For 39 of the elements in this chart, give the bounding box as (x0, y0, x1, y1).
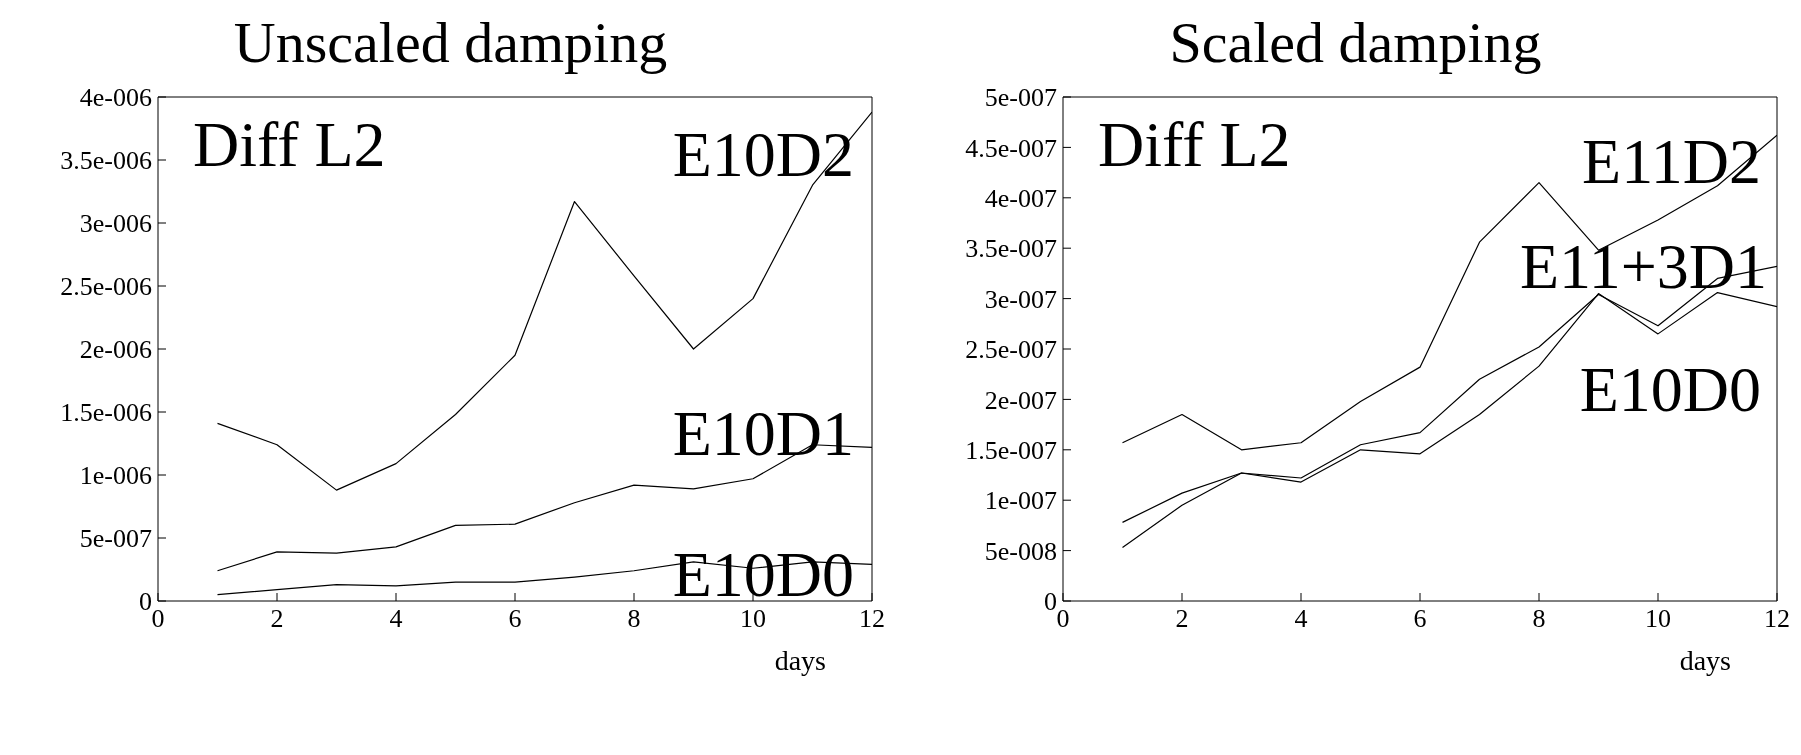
y-tick-label: 3e-006 (79, 209, 152, 239)
x-tick-label: 2 (270, 604, 284, 634)
series-label: E11+3D1 (1519, 231, 1767, 303)
x-tick-label: 6 (508, 604, 522, 634)
x-tick-label: 2 (1175, 604, 1189, 634)
series-label: E10D0 (1579, 353, 1761, 425)
x-tick-label: 10 (740, 604, 766, 634)
x-tick-label: 12 (1764, 604, 1790, 634)
y-tick-label: 3.5e-006 (60, 146, 152, 176)
x-tick-label: 4 (1294, 604, 1308, 634)
y-tick-label: 5e-007 (79, 524, 152, 554)
y-tick-label: 5e-007 (984, 83, 1057, 113)
x-tick-label: 12 (859, 604, 885, 634)
y-tick-label: 2.5e-006 (60, 272, 152, 302)
x-axis-title: days (774, 645, 826, 676)
x-tick-label: 6 (1413, 604, 1427, 634)
y-tick-label: 3e-007 (984, 284, 1057, 314)
y-tick-label: 1.5e-006 (60, 398, 152, 428)
y-tick-label: 2.5e-007 (965, 335, 1057, 365)
annotation: Diff L2 (193, 108, 386, 182)
y-tick-label: 2e-007 (984, 385, 1057, 415)
series-label: E10D1 (672, 398, 854, 470)
x-tick-label: 8 (627, 604, 641, 634)
annotation: Diff L2 (1098, 108, 1291, 182)
y-tick-label: 5e-008 (984, 536, 1057, 566)
chart-title: Unscaled damping (233, 10, 668, 75)
x-tick-label: 8 (1532, 604, 1546, 634)
x-axis-title: days (1679, 645, 1731, 676)
x-tick-label: 10 (1645, 604, 1671, 634)
chart-title: Scaled damping (1169, 10, 1542, 75)
x-tick-label: 4 (389, 604, 403, 634)
y-tick-label: 4e-007 (984, 184, 1057, 214)
y-tick-label: 1e-007 (984, 486, 1057, 516)
y-tick-label: 4.5e-007 (965, 133, 1057, 163)
y-tick-label: 4e-006 (79, 83, 152, 113)
y-tick-label: 3.5e-007 (965, 234, 1057, 264)
y-tick-label: 2e-006 (79, 335, 152, 365)
y-tick-label: 1.5e-007 (965, 436, 1057, 466)
y-tick-label: 1e-006 (79, 461, 152, 491)
